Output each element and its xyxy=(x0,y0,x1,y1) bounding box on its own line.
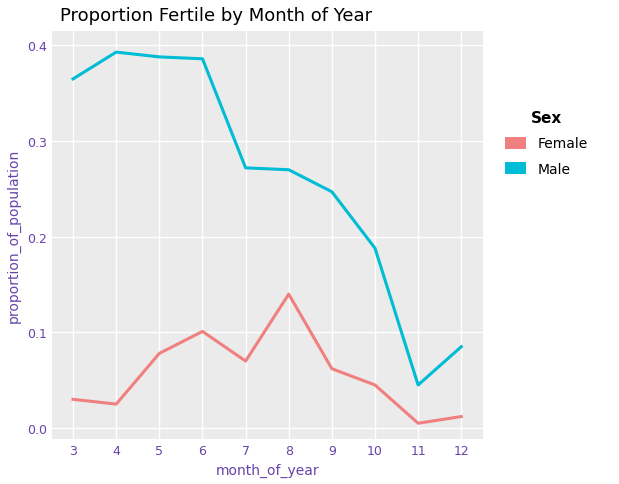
Line: Male: Male xyxy=(73,53,461,385)
Male xyxy=(242,166,249,171)
Male xyxy=(328,189,335,195)
Female xyxy=(414,421,422,426)
Female xyxy=(113,401,120,407)
Male xyxy=(113,50,120,56)
Male xyxy=(199,57,206,62)
Male xyxy=(457,344,465,350)
Female xyxy=(69,396,77,402)
Y-axis label: proportion_of_population: proportion_of_population xyxy=(7,149,21,323)
Male xyxy=(69,77,77,83)
X-axis label: month_of_year: month_of_year xyxy=(215,463,319,477)
Male xyxy=(285,167,292,173)
Text: Proportion Fertile by Month of Year: Proportion Fertile by Month of Year xyxy=(60,7,372,25)
Female xyxy=(199,329,206,334)
Line: Female: Female xyxy=(73,294,461,424)
Female xyxy=(457,414,465,420)
Female xyxy=(328,366,335,372)
Male xyxy=(371,246,379,252)
Female xyxy=(242,359,249,364)
Legend: Female, Male: Female, Male xyxy=(494,100,599,187)
Male xyxy=(414,382,422,388)
Female xyxy=(371,382,379,388)
Male xyxy=(155,55,163,60)
Female xyxy=(155,351,163,357)
Female xyxy=(285,291,292,297)
